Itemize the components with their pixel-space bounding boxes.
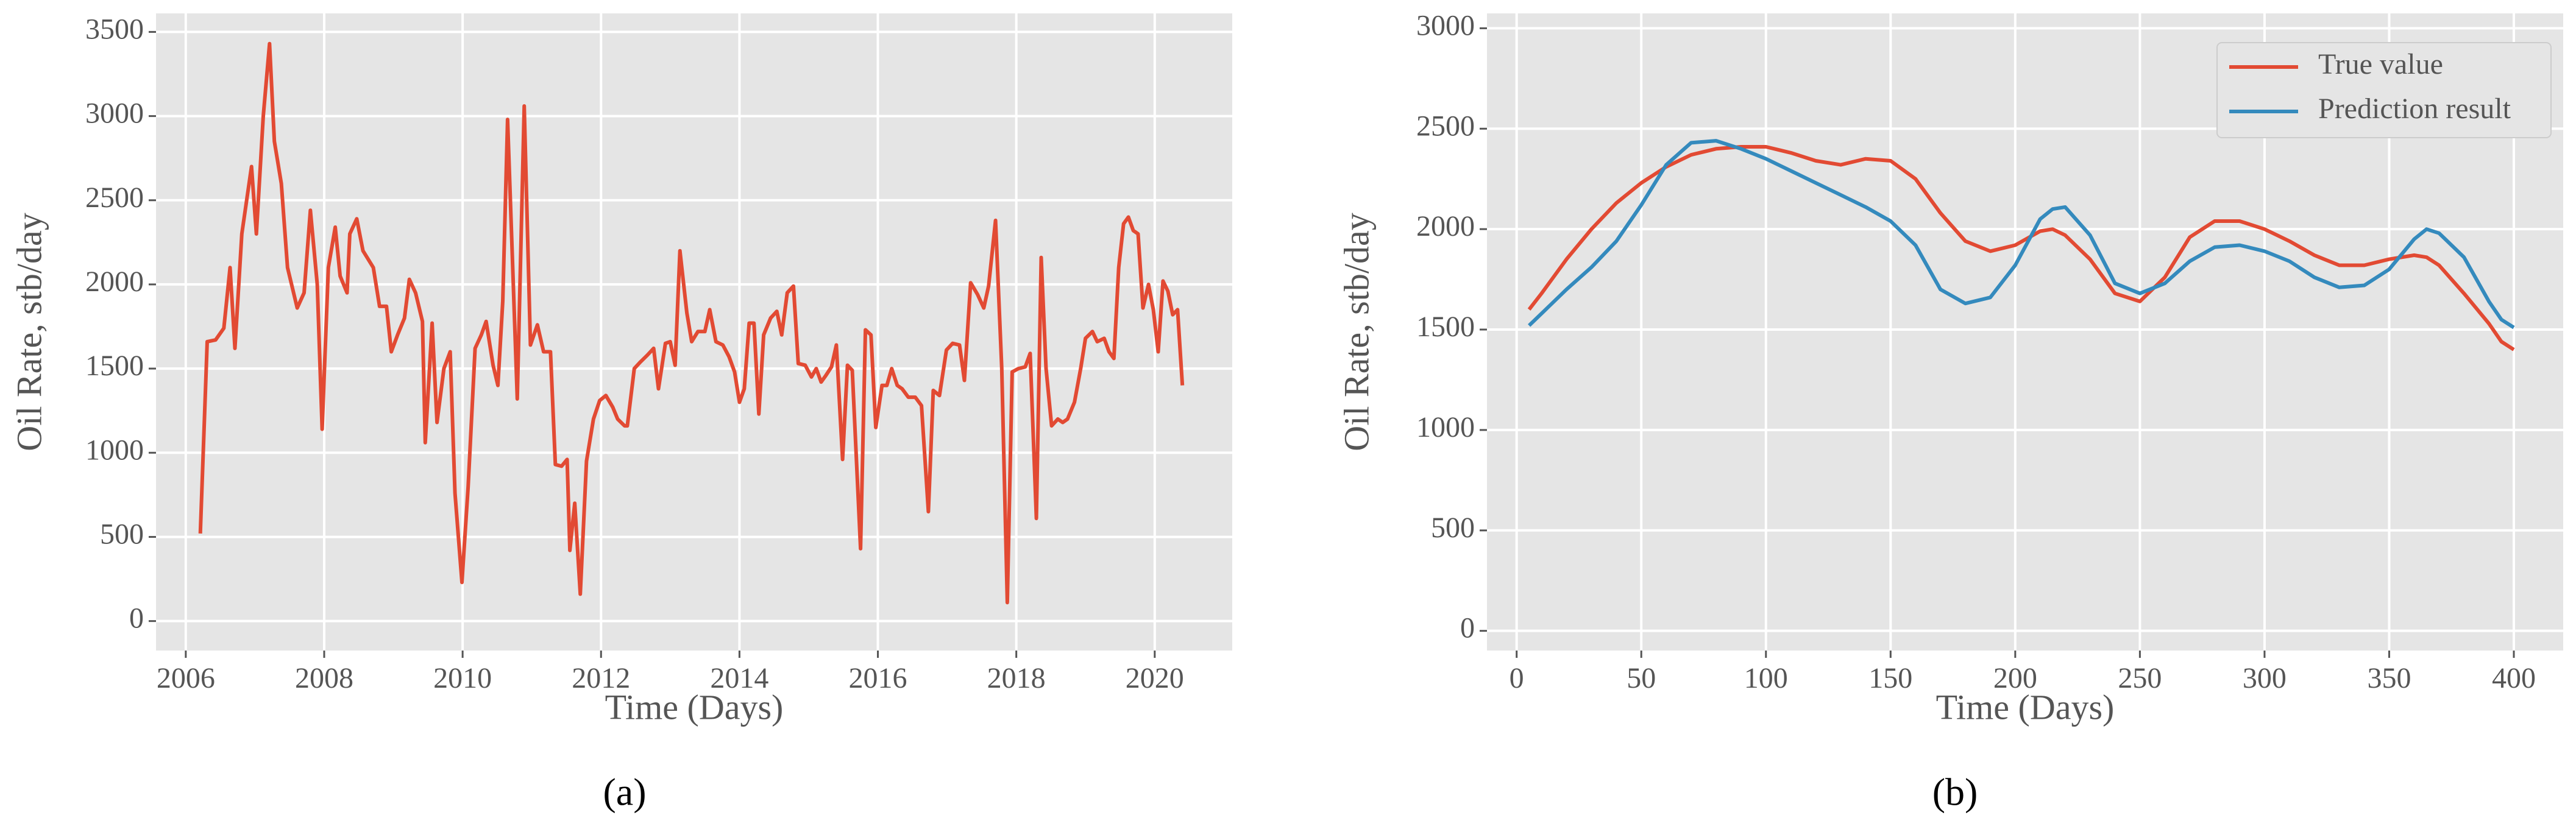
x-axis-label: Time (Days) [605,687,784,727]
caption: (a) [603,771,646,814]
y-tick-label: 2000 [85,266,144,298]
y-tick-label: 2500 [85,182,144,214]
data-line [1528,139,2515,330]
x-tick-label: 2018 [987,662,1046,694]
y-tick-label: 500 [1431,512,1475,544]
y-tick-label: 2000 [1416,210,1475,242]
y-tick-label: 0 [1460,612,1475,644]
x-tick-label: 350 [2367,662,2411,694]
y-tick-label: 2500 [1416,110,1475,142]
x-tick-label: 250 [2118,662,2162,694]
x-tick-label: 100 [1744,662,1788,694]
x-tick-label: 300 [2243,662,2287,694]
x-tick-label: 2010 [433,662,492,694]
x-tick-label: 200 [1993,662,2037,694]
caption: (b) [1932,771,1978,814]
y-tick-label: 3500 [85,13,144,45]
x-axis-label: Time (Days) [1936,687,2115,727]
x-tick-label: 50 [1627,662,1656,694]
x-tick-label: 2008 [295,662,353,694]
plot-background [156,13,1232,651]
legend-label: Prediction result [2318,93,2511,125]
x-tick-label: 2014 [710,662,768,694]
x-tick-label: 2012 [572,662,630,694]
x-tick-label: 2020 [1126,662,1184,694]
y-tick-label: 3000 [85,97,144,130]
x-tick-label: 0 [1510,662,1524,694]
x-tick-label: 400 [2492,662,2536,694]
y-tick-label: 1000 [1416,411,1475,443]
x-tick-label: 2016 [849,662,907,694]
y-tick-label: 0 [129,602,144,635]
x-tick-label: 2006 [157,662,215,694]
x-tick-label: 150 [1868,662,1912,694]
y-tick-label: 500 [100,518,144,550]
y-tick-label: 1500 [85,350,144,382]
y-tick-label: 1500 [1416,311,1475,343]
y-axis-label: Oil Rate, stb/day [9,213,49,451]
y-tick-label: 3000 [1416,9,1475,41]
data-line [198,41,1185,605]
y-tick-label: 1000 [85,434,144,466]
legend-box [2216,42,2552,138]
data-line [1527,145,2515,351]
legend-label: True value [2318,48,2443,80]
y-axis-label: Oil Rate, stb/day [1336,213,1376,451]
